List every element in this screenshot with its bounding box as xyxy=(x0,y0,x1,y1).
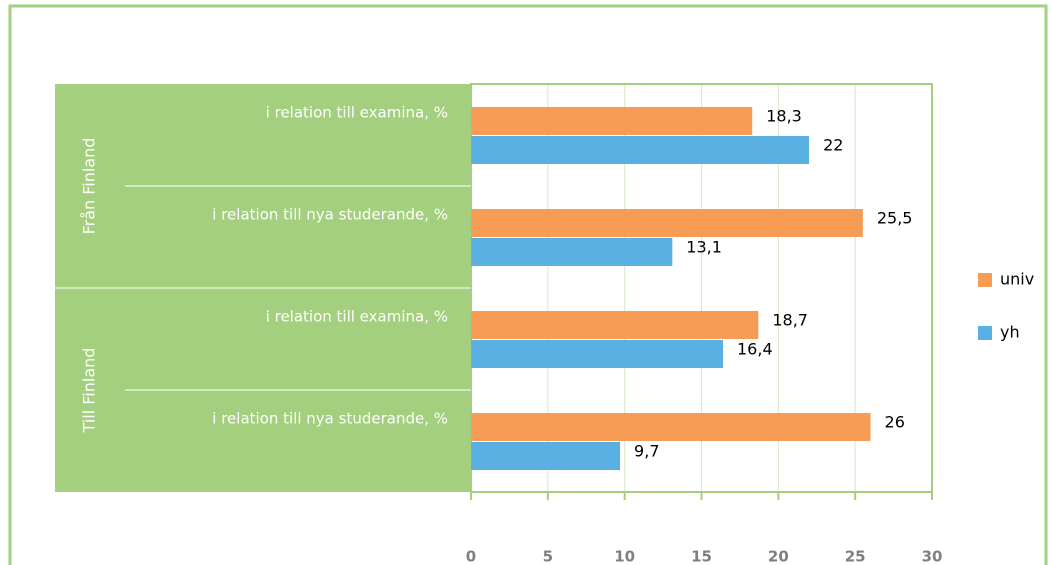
y-tick-label: i relation till nya studerande, % xyxy=(212,206,448,224)
x-tick-label: 10 xyxy=(614,548,635,565)
bar xyxy=(471,413,871,441)
y-tick-label: i relation till examina, % xyxy=(266,104,448,122)
x-tick-label: 25 xyxy=(845,548,866,565)
legend-label: univ xyxy=(1000,270,1034,289)
x-tick-label: 0 xyxy=(466,548,476,565)
bar xyxy=(471,340,724,368)
data-label: 18,7 xyxy=(772,311,808,330)
data-label: 13,1 xyxy=(686,238,722,257)
data-label: 9,7 xyxy=(634,442,659,461)
data-label: 22 xyxy=(823,136,843,155)
data-label: 26 xyxy=(885,413,905,432)
frame xyxy=(8,4,1048,565)
y-tick-label: i relation till examina, % xyxy=(266,308,448,326)
legend-swatch xyxy=(978,273,992,287)
y-tick-label: i relation till nya studerande, % xyxy=(212,410,448,428)
legend-swatch xyxy=(978,326,992,340)
x-tick-label: 30 xyxy=(922,548,943,565)
data-label: 18,3 xyxy=(766,107,802,126)
x-tick-label: 5 xyxy=(543,548,553,565)
data-label: 25,5 xyxy=(877,209,913,228)
bar xyxy=(471,238,673,266)
bar xyxy=(471,442,621,470)
x-tick-label: 20 xyxy=(768,548,789,565)
group-label: Till Finland xyxy=(80,348,99,434)
bar xyxy=(471,311,759,339)
group-label: Från Finland xyxy=(80,138,99,235)
legend-label: yh xyxy=(1000,323,1020,342)
bar xyxy=(471,107,753,135)
bar xyxy=(471,209,863,237)
x-tick-label: 15 xyxy=(691,548,712,565)
bar xyxy=(471,136,810,164)
data-label: 16,4 xyxy=(737,340,773,359)
